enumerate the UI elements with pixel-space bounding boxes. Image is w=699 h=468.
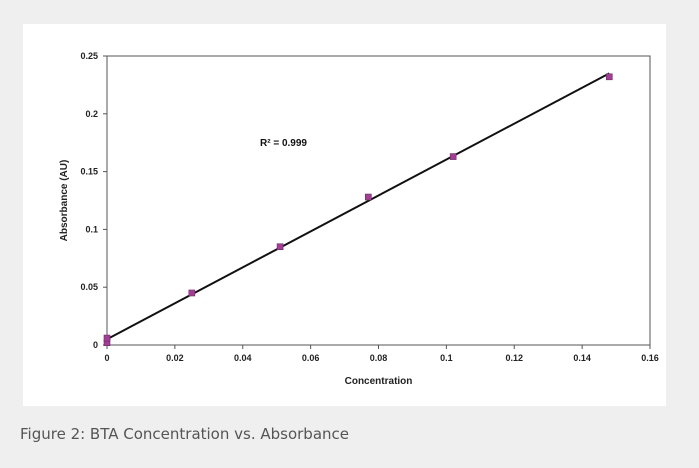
y-tick-label: 0 <box>93 340 98 350</box>
y-tick-label: 0.2 <box>85 109 98 119</box>
y-tick-label: 0.1 <box>85 224 98 234</box>
data-point <box>449 153 457 160</box>
figure-caption: Figure 2: BTA Concentration vs. Absorban… <box>20 425 349 443</box>
chart-card: 0 0.02 0.04 0.06 0.08 0.1 0.12 0.14 0.16 0 0.05 0.1… <box>23 24 666 406</box>
y-tick-label: 0.15 <box>80 167 98 177</box>
axes-layer <box>106 55 651 346</box>
data-point <box>188 289 196 297</box>
trendline <box>106 72 610 341</box>
y-tick-label: 0.25 <box>80 51 98 61</box>
data-point <box>103 334 111 342</box>
r-squared-annotation: R² = 0.999 <box>260 138 307 149</box>
data-point <box>605 73 613 81</box>
x-tick-label: 0.16 <box>641 353 659 363</box>
plot-frame <box>106 55 651 346</box>
data-point <box>276 243 284 251</box>
x-tick-label: 0.08 <box>370 353 388 363</box>
x-tick-label: 0.04 <box>234 353 252 363</box>
x-tick-label: 0.14 <box>573 353 591 363</box>
x-axis-title: Concentration <box>345 376 413 387</box>
x-tick-label: 0.06 <box>302 353 320 363</box>
x-tick-label: 0.12 <box>505 353 523 363</box>
y-tick-label: 0.05 <box>80 282 98 292</box>
points-layer <box>103 73 613 346</box>
x-tick-label: 0 <box>104 353 109 363</box>
x-tick-label: 0.1 <box>440 353 453 363</box>
data-point <box>365 193 372 201</box>
y-axis-title: Absorbance (AU) <box>59 160 70 242</box>
ticks-layer: 0 0.02 0.04 0.06 0.08 0.1 0.12 0.14 0.16 0 0.05 0.1… <box>80 51 658 363</box>
trendline-layer <box>106 72 610 341</box>
labels-layer: Concentration Absorbance (AU) R² = 0.999 <box>59 138 412 387</box>
x-tick-label: 0.02 <box>166 353 184 363</box>
calibration-chart: 0 0.02 0.04 0.06 0.08 0.1 0.12 0.14 0.16 0 0.05 0.1… <box>59 51 659 387</box>
